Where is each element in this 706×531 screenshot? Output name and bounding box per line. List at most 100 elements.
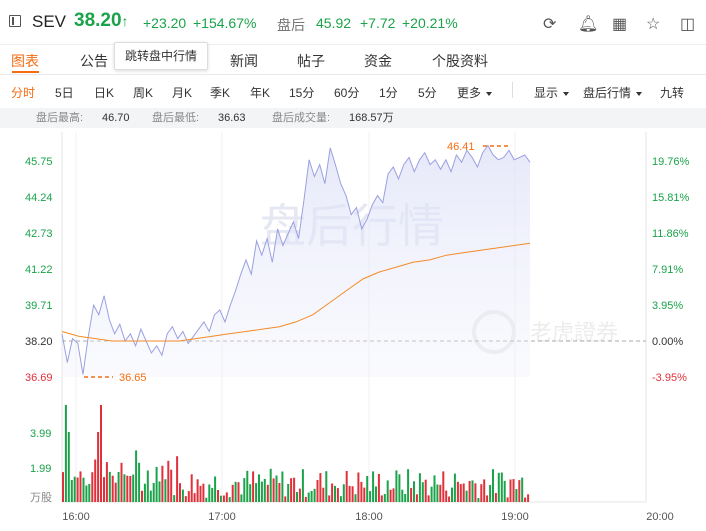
volume-bar <box>243 478 246 502</box>
volume-bar <box>474 483 477 502</box>
sidebar-icon[interactable]: ◫ <box>680 16 696 33</box>
volume-bar <box>117 472 120 502</box>
volume-bar <box>503 480 506 502</box>
price-change-pct: +154.67% <box>193 15 257 31</box>
volume-bar <box>354 494 357 502</box>
volume-bar <box>372 471 375 502</box>
period-monthly[interactable]: 月K <box>172 86 193 100</box>
volume-bar <box>240 494 243 502</box>
panel-icon[interactable] <box>9 15 21 27</box>
y-tick-left-4: 39.71 <box>25 300 53 312</box>
volume-bar <box>222 495 225 502</box>
tab-posts[interactable]: 帖子 <box>297 53 325 69</box>
volume-value: 168.57万 <box>349 112 394 124</box>
volume-bar <box>456 481 459 502</box>
volume-bar <box>208 484 211 502</box>
volume-bar <box>395 470 398 502</box>
volume-bar <box>135 450 138 502</box>
period-1m[interactable]: 1分 <box>379 86 398 100</box>
volume-bar <box>146 470 149 502</box>
volume-bar <box>334 485 336 502</box>
period-quarterly[interactable]: 季K <box>210 86 231 100</box>
display-dropdown[interactable]: 显示 <box>534 84 570 101</box>
tab-capital[interactable]: 资金 <box>364 53 392 69</box>
period-15m[interactable]: 15分 <box>289 86 315 100</box>
volume-bar <box>351 486 354 502</box>
volume-bar <box>263 478 266 502</box>
volume-bar <box>234 481 237 502</box>
volume-bar <box>477 498 480 502</box>
nine-turn-button[interactable]: 九转 <box>660 86 685 100</box>
volume-bar <box>94 459 97 502</box>
high-label: 盘后最高: <box>36 112 84 124</box>
volume-label: 盘后成交量: <box>272 112 331 124</box>
y-tick-right-0: 19.76% <box>652 156 690 168</box>
volume-bar <box>281 471 284 502</box>
after-hours-dropdown[interactable]: 盘后行情 <box>583 84 643 101</box>
volume-bar <box>217 490 219 502</box>
volume-bar <box>331 483 334 502</box>
volume-bar <box>231 484 234 502</box>
volume-bar <box>88 483 91 502</box>
volume-bar <box>298 488 301 502</box>
period-weekly[interactable]: 周K <box>133 86 154 100</box>
tab-profile[interactable]: 个股资料 <box>432 53 488 69</box>
volume-bar <box>85 485 88 502</box>
volume-bar <box>205 497 208 502</box>
high-label: 46.41 <box>447 141 475 153</box>
volume-bar <box>398 474 401 502</box>
volume-bar <box>123 474 126 502</box>
volume-bar <box>149 490 152 502</box>
volume-bar <box>486 495 489 502</box>
logo-text: 老虎證券 <box>530 321 618 346</box>
volume-bar <box>287 484 290 502</box>
period-5d[interactable]: 5日 <box>55 86 74 100</box>
intraday-chart[interactable]: 盘后行情 老虎證券 46.41 36.65 45.7544.2442.7341.… <box>0 130 706 531</box>
volume-bar <box>366 476 369 502</box>
volume-bar <box>375 486 377 502</box>
low-label: 36.65 <box>119 372 147 384</box>
volume-bar <box>120 462 123 502</box>
volume-bar <box>316 480 319 502</box>
grid-icon[interactable]: ▦ <box>612 16 628 33</box>
tab-chart[interactable]: 图表 <box>11 53 39 69</box>
volume-bar <box>82 477 85 502</box>
period-60m[interactable]: 60分 <box>334 86 360 100</box>
volume-bar <box>521 477 524 502</box>
period-daily[interactable]: 日K <box>94 86 115 100</box>
volume-bar <box>515 489 518 502</box>
period-yearly[interactable]: 年K <box>250 86 271 100</box>
period-5m[interactable]: 5分 <box>418 86 437 100</box>
volume-bar <box>266 484 269 502</box>
more-dropdown[interactable]: 更多 <box>457 84 493 101</box>
star-icon[interactable]: ☆ <box>646 16 661 33</box>
volume-bar <box>111 475 114 502</box>
volume-bar <box>246 470 249 502</box>
volume-bar <box>494 493 497 502</box>
volume-bar <box>448 496 451 502</box>
y-tick-right-5: 0.00% <box>652 336 683 348</box>
period-intraday[interactable]: 分时 <box>11 86 36 100</box>
last-price: 38.20↑ <box>74 10 129 31</box>
x-tick-1: 17:00 <box>208 511 236 523</box>
high-value: 46.70 <box>102 112 130 124</box>
volume-bar <box>103 477 105 502</box>
vol-tick-2: 1.99 <box>30 463 51 475</box>
volume-bar <box>418 473 421 502</box>
volume-bar <box>383 494 386 502</box>
tab-news[interactable]: 新闻 <box>230 53 258 69</box>
volume-bar <box>199 485 202 502</box>
volume-bar <box>465 490 468 502</box>
low-label: 盘后最低: <box>152 112 200 124</box>
volume-bar <box>237 482 240 502</box>
refresh-icon[interactable]: ⟳ <box>543 16 557 33</box>
volume-bar <box>524 497 527 502</box>
volume-bar <box>184 496 187 502</box>
volume-bar <box>506 497 509 502</box>
average-line <box>61 242 531 342</box>
volume-bar <box>170 469 173 502</box>
x-tick-4: 20:00 <box>646 511 674 523</box>
bell-icon[interactable]: 🔔︎ <box>578 16 599 33</box>
price-area <box>62 145 530 377</box>
tab-announcements[interactable]: 公告 <box>80 53 108 69</box>
